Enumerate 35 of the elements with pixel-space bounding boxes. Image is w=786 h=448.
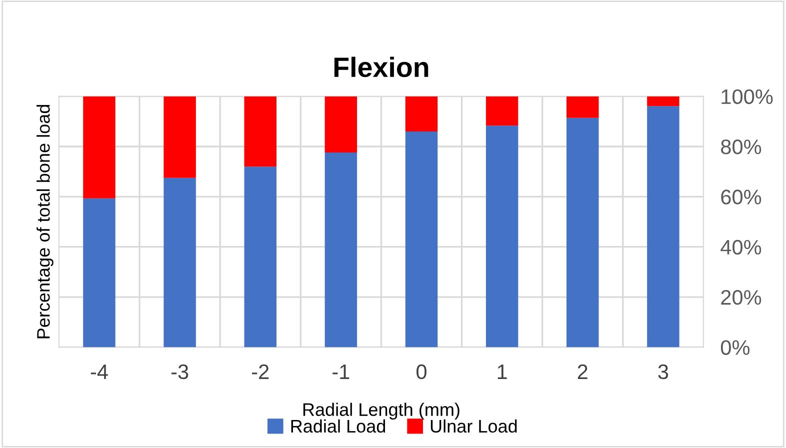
chart-title: Flexion xyxy=(334,56,428,78)
bar xyxy=(324,152,358,348)
bar xyxy=(405,131,438,348)
y-tick-label: 0% xyxy=(720,340,750,355)
bar xyxy=(164,178,196,348)
x-tick-label: 1 xyxy=(498,364,507,379)
bar xyxy=(83,96,116,198)
x-axis-title: Radial Length (mm) xyxy=(303,402,460,420)
y-tick-label: 100% xyxy=(722,89,773,104)
x-tick-label: 0 xyxy=(416,364,426,380)
bar xyxy=(164,96,196,178)
x-tick-label: -3 xyxy=(171,364,188,380)
x-tick-label: 3 xyxy=(658,364,668,380)
y-axis-title: Percentage of total bone load xyxy=(36,104,54,338)
y-tick-label: 80% xyxy=(721,139,762,154)
bar xyxy=(486,96,518,126)
x-tick-label: -1 xyxy=(332,364,350,379)
bar xyxy=(244,166,276,348)
bar xyxy=(244,96,276,167)
x-tick-label: -4 xyxy=(90,364,108,379)
x-tick-label: 2 xyxy=(578,364,588,379)
y-tick-label: 40% xyxy=(720,240,762,255)
bar xyxy=(324,96,358,153)
y-tick-label: 60% xyxy=(721,190,762,204)
bar xyxy=(566,118,599,348)
legend-label: Radial Load xyxy=(291,419,386,433)
bar xyxy=(566,96,599,118)
bar xyxy=(405,96,438,132)
bar xyxy=(647,96,680,106)
legend-label: Ulnar Load xyxy=(430,419,517,433)
bar xyxy=(83,198,116,348)
y-tick-label: 20% xyxy=(721,290,762,305)
bar xyxy=(486,126,518,348)
x-tick-label: -2 xyxy=(252,364,269,379)
bar xyxy=(647,106,680,348)
